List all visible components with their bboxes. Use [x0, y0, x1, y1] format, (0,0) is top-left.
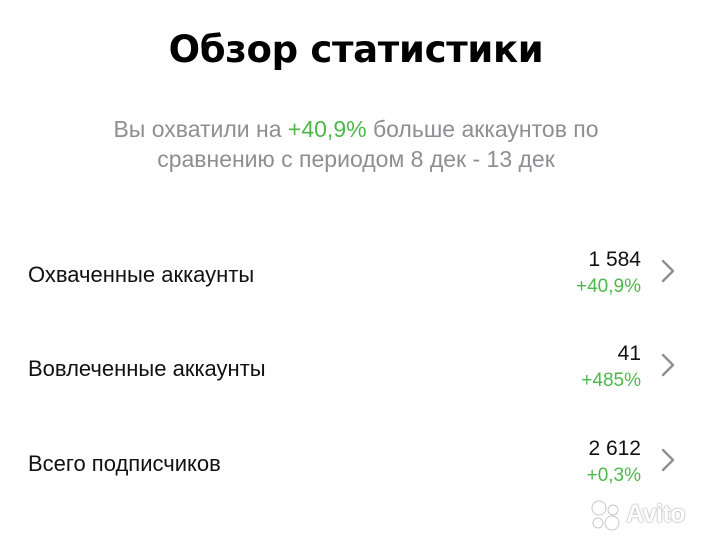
metric-change: +485%: [581, 370, 641, 391]
metric-row-reached-accounts[interactable]: Охваченные аккаунты 1 584 +40,9%: [0, 248, 712, 318]
summary-prefix: Вы охватили на: [113, 116, 288, 142]
chevron-right-icon: [661, 353, 675, 377]
avito-logo-icon: [591, 500, 620, 531]
chevron-right-icon: [661, 448, 675, 472]
metric-label: Охваченные аккаунты: [28, 262, 255, 287]
metric-value: 41: [617, 342, 641, 365]
summary-suffix: больше аккаунтов по сравнению с периодом…: [157, 116, 599, 172]
summary-delta: +40,9%: [287, 116, 367, 142]
metric-value: 2 612: [588, 437, 641, 460]
avito-watermark: Avito: [588, 498, 700, 532]
page-title: Обзор статистики: [168, 28, 544, 71]
metric-label: Вовлеченные аккаунты: [28, 356, 266, 381]
metric-value: 1 584: [588, 248, 641, 271]
metric-label: Всего подписчиков: [28, 451, 221, 476]
metric-change: +40,9%: [576, 276, 641, 297]
watermark-text: Avito: [626, 500, 686, 528]
metric-row-engaged-accounts[interactable]: Вовлеченные аккаунты 41 +485%: [0, 342, 712, 412]
summary-text: Вы охватили на +40,9% больше аккаунтов п…: [60, 114, 652, 174]
chevron-right-icon: [661, 259, 675, 283]
metric-change: +0,3%: [586, 465, 641, 486]
metric-row-total-followers[interactable]: Всего подписчиков 2 612 +0,3%: [0, 437, 712, 507]
